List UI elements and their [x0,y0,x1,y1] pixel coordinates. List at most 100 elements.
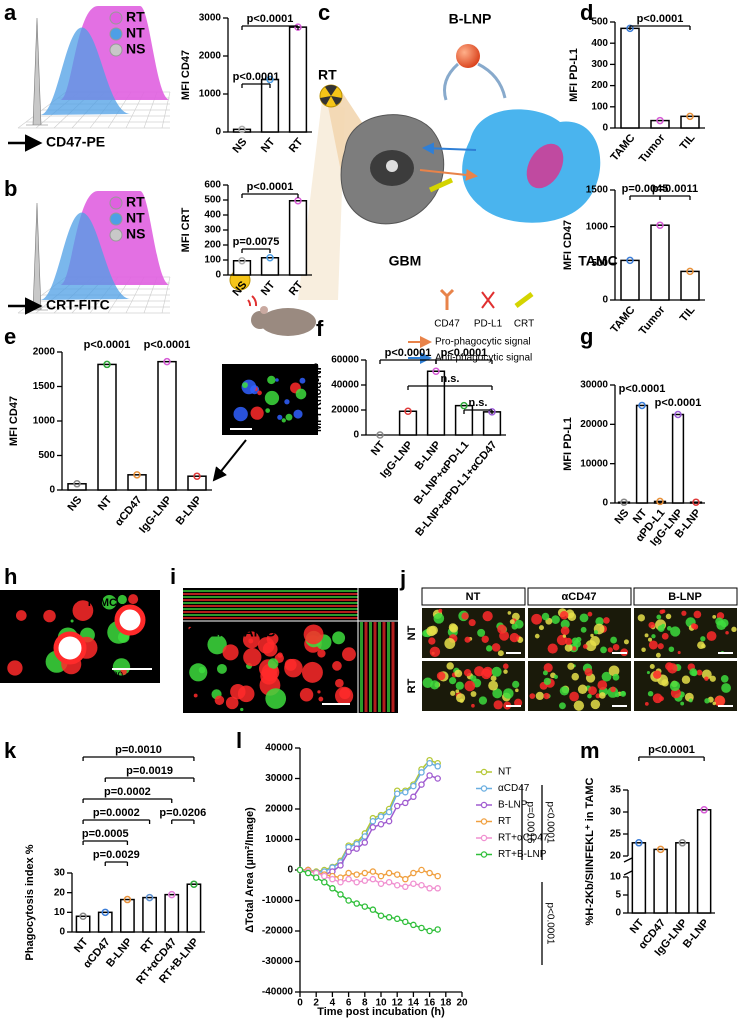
y-tick-label: 1500 [586,185,609,196]
series-point [410,921,417,929]
y-tick-label: -10000 [262,895,294,906]
y-tick-label: 10 [610,872,622,883]
x-tick-label: RT [138,936,157,955]
histogram-grid [161,91,171,129]
y-axis-title: Phagocytosis index % [24,844,36,960]
y-tick-label: 30 [54,868,66,879]
y-tick-label: 200 [591,80,608,91]
mean-point [656,221,664,229]
column-label: B-LNP [668,591,702,603]
series-point [418,781,425,788]
y-tick-label: 0 [59,927,65,938]
y-tick-label: 0 [602,123,608,134]
y-tick-label: 500 [591,17,608,28]
cell [648,640,658,650]
significance-label: p<0.0001 [544,903,555,945]
cell [607,647,613,653]
cell [284,658,297,671]
cell [335,678,344,688]
series-point [418,769,425,776]
cell [569,691,580,702]
significance-label: p=0.0019 [126,765,173,777]
y-axis-title: ΔTotal Area (µm²/Image) [244,807,256,933]
series-point [410,782,417,790]
x-tick-label: NT [369,439,388,458]
panel-label: k [4,738,17,763]
cell [706,631,717,641]
mean-point [79,912,87,921]
bar [164,893,180,933]
tether [443,62,507,101]
x-tick-label: 0 [297,998,303,1009]
mean-point [692,498,700,506]
series-point [393,790,401,798]
legend-label: RT [126,9,145,25]
series-point [369,875,377,883]
cell [720,674,729,683]
cell [597,680,608,690]
series-point [361,839,369,846]
mouse-head [251,311,269,329]
cell [7,660,23,676]
series-point [369,906,377,913]
panel-label: g [580,324,593,349]
significance-label: n.s. [441,373,460,385]
series-point [369,868,377,875]
mean-point [123,895,132,904]
mean-point [656,497,664,506]
cell [455,681,464,690]
cell [267,375,276,385]
cell [293,409,303,419]
cell [470,691,477,697]
cell [198,666,206,674]
bar [260,78,280,133]
x-tick-label: TAMC [608,304,637,335]
y-tick-label: -40000 [262,987,294,998]
cell [657,643,664,650]
series-line [300,759,438,873]
cell [509,632,520,643]
bar [617,501,631,504]
series-point [385,914,393,921]
x-tick-label: B-LNP [174,494,205,527]
panel-label: h [4,564,17,589]
row-label: NT [406,625,418,640]
bar [120,898,135,933]
legend-label: RT [498,816,511,827]
series-point [361,903,369,910]
series-point [434,872,441,880]
cell [564,637,573,646]
cell [534,633,540,639]
cell [502,663,509,670]
series-point [385,808,393,816]
bar [650,224,670,301]
mean-point [145,893,154,902]
bar [689,501,703,504]
series-point [393,802,401,810]
cell [481,668,492,680]
x-tick-label: TAMC [608,132,637,163]
cell [677,651,681,655]
bar [288,200,308,276]
cell [481,635,489,643]
significance-label: p=0.0075 [233,236,280,248]
cell [576,636,582,643]
bar [454,404,474,436]
cell [697,641,705,650]
series-point [410,793,417,801]
cell [688,698,693,703]
image-label: CT-2A [6,597,38,609]
cell [193,693,198,698]
x-tick-label: NT [259,279,278,298]
series-point [426,869,433,877]
legend-label: NT [126,210,145,226]
y-tick-label: 2000 [33,347,56,358]
cell [493,700,503,710]
y-tick-label: 500 [38,450,55,461]
projection-stripe [183,605,358,607]
cell [725,631,729,635]
cell [482,610,493,622]
y-tick-label: 400 [204,210,221,221]
cell [342,647,356,662]
cell [515,688,519,693]
